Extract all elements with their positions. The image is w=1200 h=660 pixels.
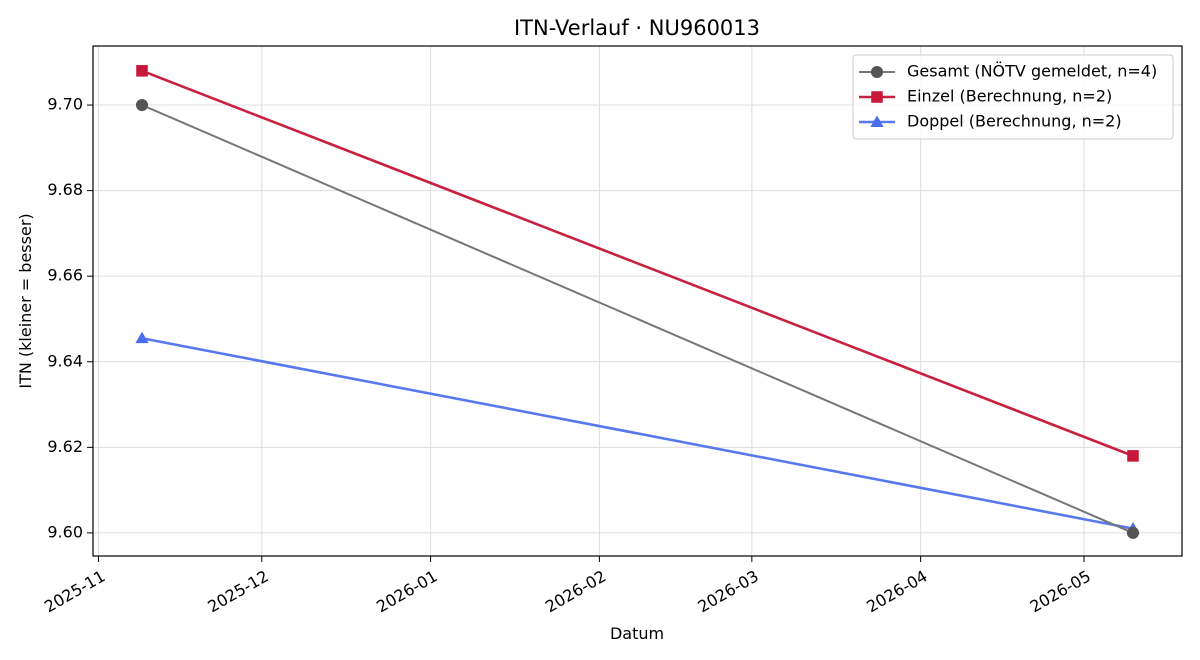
x-tick-label: 2026-02 [542,566,609,616]
series-layer [135,65,1140,539]
chart-title: ITN-Verlauf · NU960013 [514,16,760,40]
x-axis-title: Datum [610,624,664,643]
series-line [141,69,1134,458]
legend-label: Einzel (Berechnung, n=2) [907,87,1112,106]
legend-label: Doppel (Berechnung, n=2) [907,112,1122,131]
x-tick-label: 2025-11 [41,566,108,616]
legend-box [852,54,1174,140]
data-point [135,331,149,344]
y-tick-label: 9.68 [47,180,83,199]
y-tick-label: 9.62 [47,437,83,456]
axes: 2025-11 2025-12 2026-01 2026-02 2026-03 2026-… [41,95,1094,617]
data-point [1127,450,1139,462]
legend-marker [870,115,884,127]
x-tick-label: 2026-04 [863,566,930,616]
y-tick-label: 9.66 [47,266,83,285]
legend: Gesamt (NÖTV gemeldet, n=4) Einzel (Berec… [852,54,1174,140]
y-axis-title: ITN (kleiner = besser) [16,213,35,388]
legend-label: Gesamt (NÖTV gemeldet, n=4) [907,62,1157,81]
x-tick-label: 2026-03 [694,566,761,616]
data-point [136,65,148,77]
series-1 [136,65,1139,462]
data-point [1126,526,1140,539]
y-tick-label: 9.64 [47,351,83,370]
series-line [141,104,1134,534]
legend-entry: Gesamt (NÖTV gemeldet, n=4) [859,62,1157,81]
data-point [135,98,149,112]
y-tick-label: 9.70 [47,95,83,114]
x-tick-label: 2026-01 [373,566,440,616]
y-tick-label: 9.60 [47,522,83,541]
x-tick-label: 2026-05 [1027,566,1094,616]
legend-entry: Einzel (Berechnung, n=2) [859,87,1112,106]
series-0 [135,98,1140,539]
x-tick-label: 2025-12 [204,566,271,616]
legend-marker [871,91,883,103]
legend-entry: Doppel (Berechnung, n=2) [859,112,1122,131]
series-line [141,336,1134,530]
legend-marker [870,65,884,79]
plot-area [92,45,1183,557]
